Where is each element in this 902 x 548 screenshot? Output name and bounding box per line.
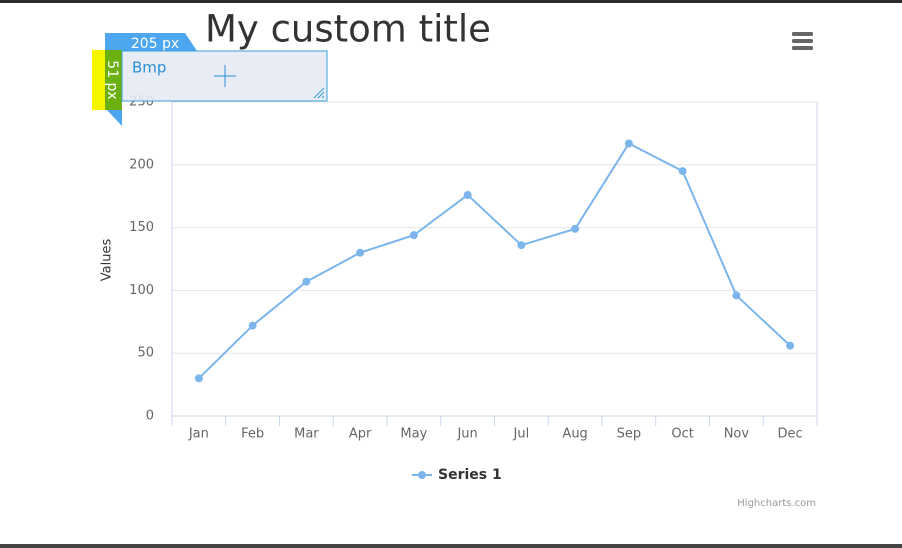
series-line (198, 142, 791, 380)
x-tick-label: May (400, 427, 427, 442)
y-tick-label: 50 (137, 346, 154, 361)
box-label: Bmp (132, 59, 166, 77)
point (409, 231, 418, 240)
width-label: 205 px (131, 36, 179, 52)
menu-button[interactable] (792, 32, 813, 50)
point (356, 248, 365, 257)
y-tick-label: 150 (129, 220, 154, 235)
point (463, 190, 472, 199)
resize-handle[interactable] (313, 87, 325, 99)
chart-title: My custom title (205, 8, 491, 51)
bottom-border (0, 544, 902, 548)
menu-bar (792, 39, 813, 43)
y-axis-title: Values (100, 239, 115, 282)
point (517, 241, 526, 250)
credits[interactable]: Highcharts.com (737, 498, 816, 509)
x-tick-label: Jul (513, 427, 530, 442)
size-tab (105, 33, 197, 126)
point (194, 374, 203, 383)
x-tick-label: Feb (241, 427, 264, 442)
point (678, 167, 687, 176)
x-tick-label: Dec (778, 427, 803, 442)
point (248, 321, 257, 330)
height-tab-inner (105, 50, 122, 110)
x-tick-label: Nov (724, 427, 750, 442)
x-tick-label: Sep (617, 427, 642, 442)
x-tick-label: Oct (671, 427, 693, 442)
menu-bar (792, 46, 813, 50)
point (571, 224, 580, 233)
menu-bar (792, 32, 813, 36)
point (732, 291, 741, 300)
point (302, 277, 311, 286)
x-tick-label: Jan (188, 427, 209, 442)
y-tick-label: 200 (129, 157, 154, 172)
selection-overlay: 205 px 51 px Bmp (92, 33, 328, 126)
x-tick-label: Apr (349, 427, 372, 442)
legend-label[interactable]: Series 1 (438, 467, 502, 483)
x-tick-label: Mar (294, 427, 319, 442)
point (624, 139, 633, 148)
y-tick-label: 100 (129, 283, 154, 298)
top-border (0, 0, 902, 3)
x-tick-label: Jun (456, 427, 477, 442)
x-tick-label: Aug (562, 427, 587, 442)
legend-marker (418, 471, 426, 479)
y-tick-label: 0 (146, 409, 154, 424)
height-label: 51 px (104, 60, 120, 99)
point (786, 341, 795, 350)
